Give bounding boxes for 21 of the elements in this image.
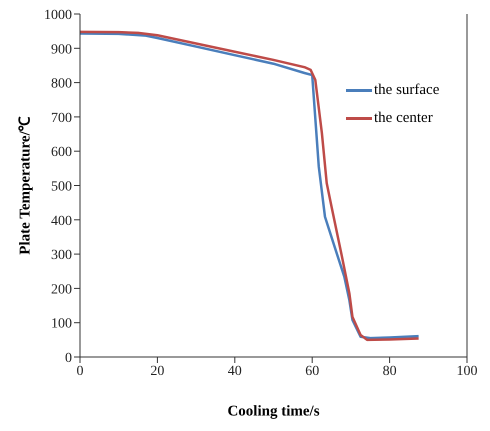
y-tick-label: 600 [51, 145, 72, 160]
y-tick-label: 400 [51, 214, 72, 229]
y-tick-label: 0 [65, 350, 72, 366]
y-tick-label: 900 [51, 42, 72, 58]
x-tick-label: 0 [76, 364, 84, 379]
x-tick-label: 100 [456, 364, 478, 379]
y-tick-label: 100 [51, 316, 72, 332]
y-tick-label: 200 [51, 282, 72, 298]
x-tick-label: 80 [382, 364, 397, 379]
y-tick-label: 300 [51, 248, 72, 264]
legend-label: the surface [374, 81, 440, 100]
legend-label: the center [374, 109, 433, 128]
y-tick-label: 700 [51, 110, 72, 126]
y-tick-label: 500 [51, 179, 72, 194]
x-tick-label: 20 [150, 364, 164, 379]
y-tick-label: 1000 [44, 8, 72, 23]
x-axis-title: Cooling time/s [227, 404, 320, 420]
y-tick-label: 800 [51, 76, 72, 92]
y-axis-title: Plate Temperature/℃ [17, 116, 34, 255]
x-tick-label: 40 [228, 364, 242, 379]
x-tick-label: 60 [305, 364, 320, 379]
